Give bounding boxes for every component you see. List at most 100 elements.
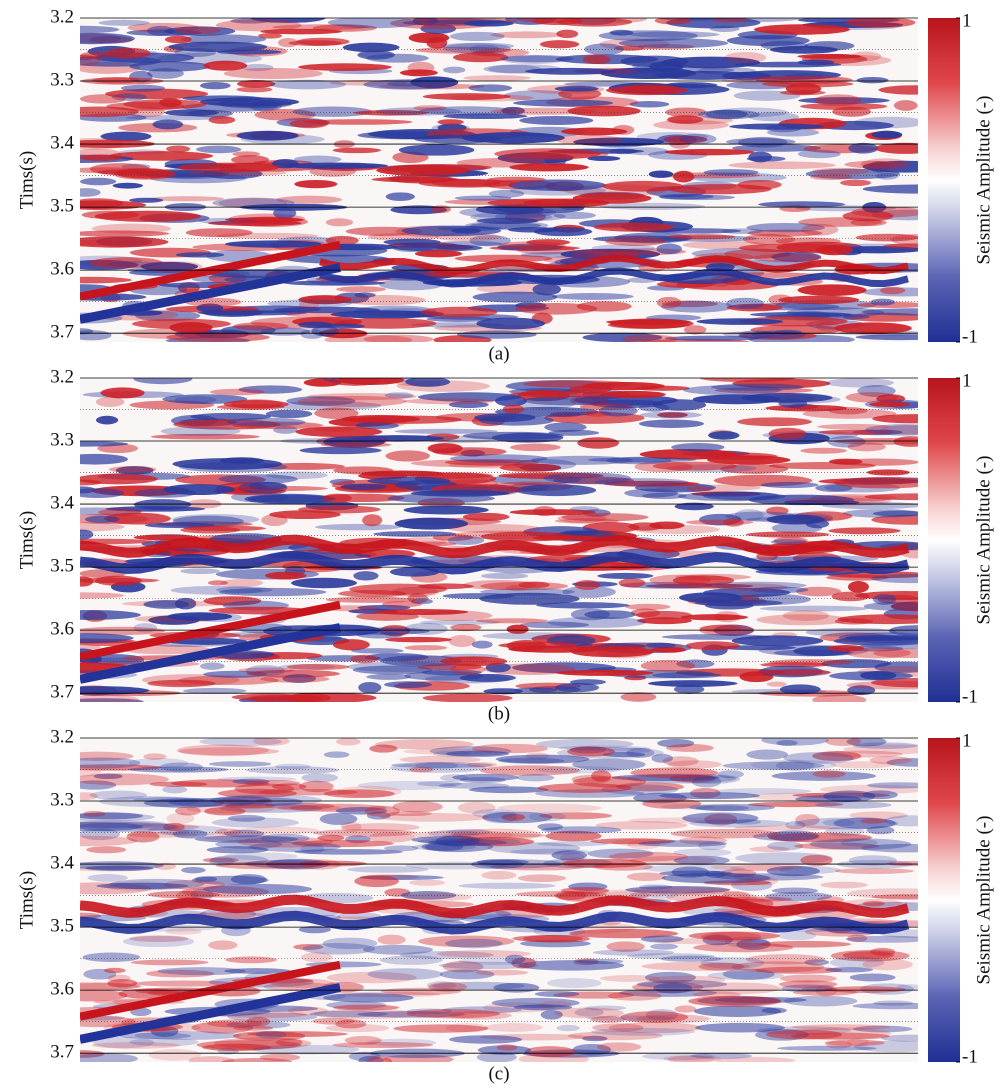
reflector — [537, 841, 609, 847]
reflector — [601, 18, 648, 23]
reflector — [405, 861, 509, 870]
reflector — [862, 901, 885, 907]
reflector — [567, 746, 615, 757]
reflector — [80, 188, 101, 197]
reflector — [366, 673, 412, 680]
reflector — [89, 790, 148, 800]
reflector — [332, 639, 370, 651]
reflector — [147, 679, 216, 688]
reflector — [511, 957, 537, 969]
reflector — [342, 42, 400, 53]
reflector — [886, 861, 918, 867]
reflector — [671, 443, 725, 452]
reflector — [410, 459, 521, 468]
reflector — [203, 60, 248, 71]
reflector — [80, 780, 117, 790]
reflector — [554, 85, 599, 92]
reflector — [582, 54, 611, 65]
reflector — [265, 409, 313, 419]
reflector — [367, 968, 443, 980]
reflector — [846, 738, 887, 747]
reflector — [468, 84, 513, 92]
reflector — [437, 119, 464, 125]
event — [80, 600, 341, 661]
reflector — [254, 797, 303, 806]
reflector — [561, 513, 649, 522]
reflector — [174, 47, 217, 57]
reflector — [766, 506, 789, 516]
reflector — [322, 493, 352, 503]
reflector — [323, 993, 414, 1003]
reflector — [704, 581, 807, 590]
reflector — [584, 1005, 627, 1011]
reflector — [537, 783, 632, 793]
reflector — [812, 770, 846, 778]
reflector — [409, 766, 434, 773]
reflector — [825, 738, 862, 747]
reflector — [392, 801, 443, 813]
reflector — [196, 1040, 302, 1050]
reflector — [672, 575, 735, 586]
reflector — [753, 253, 822, 263]
reflector — [845, 935, 918, 943]
reflector — [648, 975, 726, 985]
reflector — [509, 391, 617, 398]
reflector — [380, 655, 462, 667]
reflector — [876, 394, 906, 404]
reflector — [576, 958, 624, 964]
reflector — [497, 243, 564, 251]
reflector — [152, 119, 184, 130]
reflector — [385, 636, 452, 643]
reflector — [385, 192, 415, 201]
reflector — [496, 1044, 518, 1051]
reflector — [320, 442, 392, 448]
reflector — [591, 244, 656, 253]
reflector — [768, 659, 854, 666]
y-tick-label: 3.4 — [50, 132, 74, 153]
reflector — [844, 635, 918, 641]
reflector — [162, 785, 188, 794]
reflector — [499, 463, 561, 472]
reflector — [695, 805, 749, 811]
reflector — [323, 435, 385, 448]
reflector — [598, 30, 698, 42]
reflector — [700, 957, 765, 969]
reflector — [622, 334, 678, 342]
reflector — [98, 19, 150, 26]
reflector — [433, 241, 503, 247]
reflector — [80, 610, 141, 620]
reflector — [207, 580, 228, 586]
reflector — [667, 234, 736, 240]
reflector — [825, 967, 874, 973]
reflector — [314, 407, 359, 419]
reflector — [133, 378, 193, 385]
reflector — [477, 1045, 532, 1055]
reflector — [745, 876, 779, 886]
reflector — [355, 421, 399, 430]
reflector — [847, 934, 868, 943]
reflector — [472, 808, 517, 819]
reflector — [353, 110, 429, 116]
reflector — [686, 486, 713, 492]
reflector — [648, 170, 674, 178]
reflector — [195, 145, 242, 154]
reflector — [872, 510, 918, 517]
reflector — [872, 414, 918, 424]
reflector — [778, 398, 808, 408]
reflector — [698, 109, 760, 120]
reflector — [819, 784, 918, 795]
reflector — [791, 1024, 891, 1030]
reflector — [457, 801, 496, 814]
reflector — [80, 521, 125, 532]
caption: (b) — [488, 703, 510, 724]
reflector — [870, 298, 896, 306]
reflector — [667, 760, 722, 769]
reflector — [684, 325, 707, 335]
reflector — [526, 239, 571, 246]
reflector — [100, 131, 152, 142]
reflector — [248, 841, 341, 852]
reflector — [815, 801, 892, 809]
reflector — [103, 967, 126, 974]
reflector — [168, 798, 256, 807]
reflector — [663, 1055, 722, 1062]
